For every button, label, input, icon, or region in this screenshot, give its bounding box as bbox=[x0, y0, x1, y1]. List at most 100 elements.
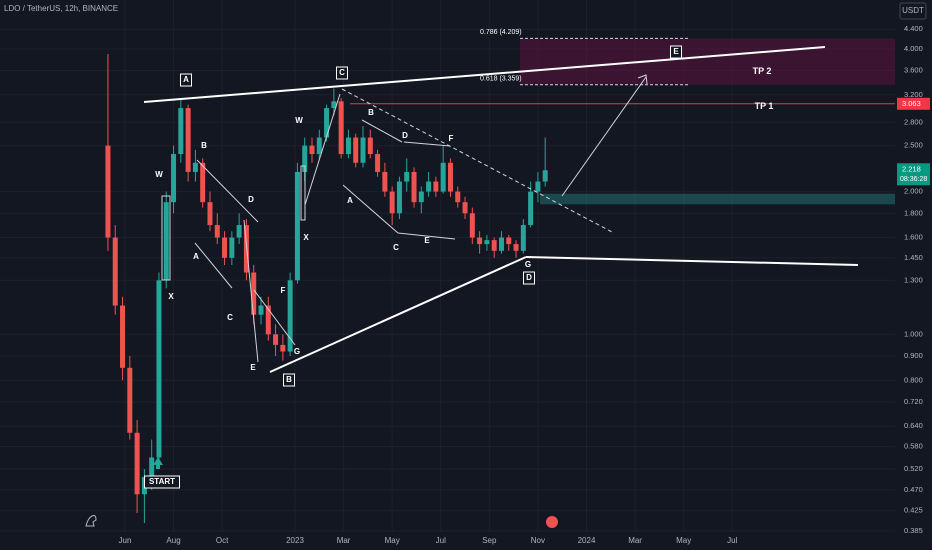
tp-label: TP 1 bbox=[755, 101, 774, 111]
candle-body bbox=[294, 171, 300, 281]
candle-body bbox=[418, 191, 424, 203]
chart-title: LDO / TetherUS, 12h, BINANCE bbox=[4, 4, 118, 13]
y-tick-label: 1.000 bbox=[904, 329, 923, 338]
y-tick-label: 0.470 bbox=[904, 485, 923, 494]
annotation-box bbox=[180, 73, 192, 87]
annotation: G bbox=[294, 347, 300, 356]
candle-body bbox=[433, 181, 439, 192]
annotation: G bbox=[525, 260, 531, 269]
x-tick-label: Mar bbox=[337, 536, 351, 545]
candle-body bbox=[331, 101, 337, 109]
candles bbox=[105, 54, 548, 524]
candle-body bbox=[469, 213, 475, 238]
y-tick-label: 0.520 bbox=[904, 464, 923, 473]
candle-body bbox=[389, 191, 395, 214]
y-tick-label: 4.000 bbox=[904, 44, 923, 53]
annotation: E bbox=[424, 236, 430, 245]
event-icon bbox=[546, 516, 558, 528]
candle-body bbox=[404, 171, 410, 182]
annotation: D bbox=[248, 195, 254, 204]
wave-line bbox=[397, 232, 456, 240]
y-tick-label: 0.385 bbox=[904, 526, 923, 535]
candle-body bbox=[338, 101, 344, 155]
start-arrow bbox=[153, 457, 163, 469]
candle-body bbox=[200, 162, 206, 203]
arrow-head bbox=[637, 74, 648, 85]
candle-body bbox=[455, 191, 461, 203]
candle-body bbox=[520, 225, 526, 251]
y-tick-label: 3.200 bbox=[904, 90, 923, 99]
wave-line bbox=[253, 289, 296, 346]
candle-body bbox=[302, 145, 308, 172]
candle-body bbox=[134, 432, 140, 495]
price-axis bbox=[895, 0, 932, 550]
fib-label: 0.618 (3.359) bbox=[480, 76, 522, 83]
grid bbox=[0, 0, 895, 532]
fib-label: 0.786 (4.209) bbox=[480, 29, 522, 36]
candle-body bbox=[345, 137, 351, 155]
annotation: E bbox=[673, 47, 679, 56]
candle-body bbox=[542, 170, 548, 182]
candle-body bbox=[251, 272, 257, 315]
annotation-box bbox=[670, 45, 682, 59]
tp1-price: 3.063 bbox=[902, 99, 921, 108]
candle-body bbox=[120, 305, 126, 368]
annotation: D bbox=[402, 131, 408, 140]
axes: 4.400 4.000 3.600 3.200 2.800 2.500 2.000 1.800… bbox=[119, 24, 930, 545]
annotation: E bbox=[250, 363, 256, 372]
candle-body bbox=[222, 237, 228, 258]
wave-line bbox=[304, 93, 341, 206]
candle-body bbox=[178, 108, 184, 155]
candle-body bbox=[309, 145, 315, 155]
annotation-box bbox=[144, 475, 180, 489]
candle-body bbox=[105, 145, 111, 238]
wave-line bbox=[342, 184, 399, 234]
candle-body bbox=[171, 154, 177, 203]
y-tick-label: 3.600 bbox=[904, 66, 923, 75]
currency-box bbox=[899, 2, 927, 20]
annotation: W bbox=[155, 170, 163, 179]
price-tag bbox=[897, 163, 930, 186]
annotation: W bbox=[295, 116, 303, 125]
x-tick-label: Jul bbox=[436, 536, 446, 545]
annotation: A bbox=[183, 75, 189, 84]
candle-body bbox=[185, 108, 191, 172]
candle-body bbox=[156, 280, 162, 458]
annotation: START bbox=[149, 477, 175, 486]
annotation: X bbox=[168, 292, 174, 301]
candle-body bbox=[375, 154, 381, 172]
candle-body bbox=[207, 202, 213, 226]
candle-body bbox=[498, 237, 504, 251]
y-tick-label: 0.900 bbox=[904, 351, 923, 360]
x-tick-label: Sep bbox=[482, 536, 497, 545]
annotation-box bbox=[336, 66, 348, 80]
x-tick-label: Jul bbox=[727, 536, 737, 545]
lower-trendline bbox=[269, 256, 527, 373]
annotation: X bbox=[303, 233, 309, 242]
zones: 0.786 (4.209) 0.618 (3.359) TP 2 TP 1 bbox=[350, 29, 895, 205]
candle-body bbox=[491, 240, 497, 251]
candle-body bbox=[229, 237, 235, 258]
wave-line bbox=[194, 242, 233, 289]
annotation-box bbox=[283, 373, 295, 387]
y-tick-label: 1.800 bbox=[904, 208, 923, 217]
candle-body bbox=[411, 171, 417, 203]
x-tick-label: Mar bbox=[628, 536, 642, 545]
tp1-tag bbox=[897, 97, 930, 110]
wave-line bbox=[361, 119, 403, 143]
support-zone bbox=[540, 193, 895, 205]
candle-body bbox=[360, 137, 366, 163]
current-price: 2.218 bbox=[902, 164, 921, 173]
tp-label: TP 2 bbox=[753, 66, 772, 76]
candle-body bbox=[382, 171, 388, 192]
annotation: D bbox=[526, 273, 532, 282]
candle-body bbox=[163, 202, 169, 281]
y-tick-label: 0.720 bbox=[904, 397, 923, 406]
x-tick-label: May bbox=[676, 536, 691, 545]
candle-body bbox=[535, 181, 541, 192]
y-tick-label: 0.425 bbox=[904, 506, 923, 515]
candle-body bbox=[214, 225, 220, 238]
candle-body bbox=[112, 237, 118, 306]
y-tick-label: 2.000 bbox=[904, 187, 923, 196]
